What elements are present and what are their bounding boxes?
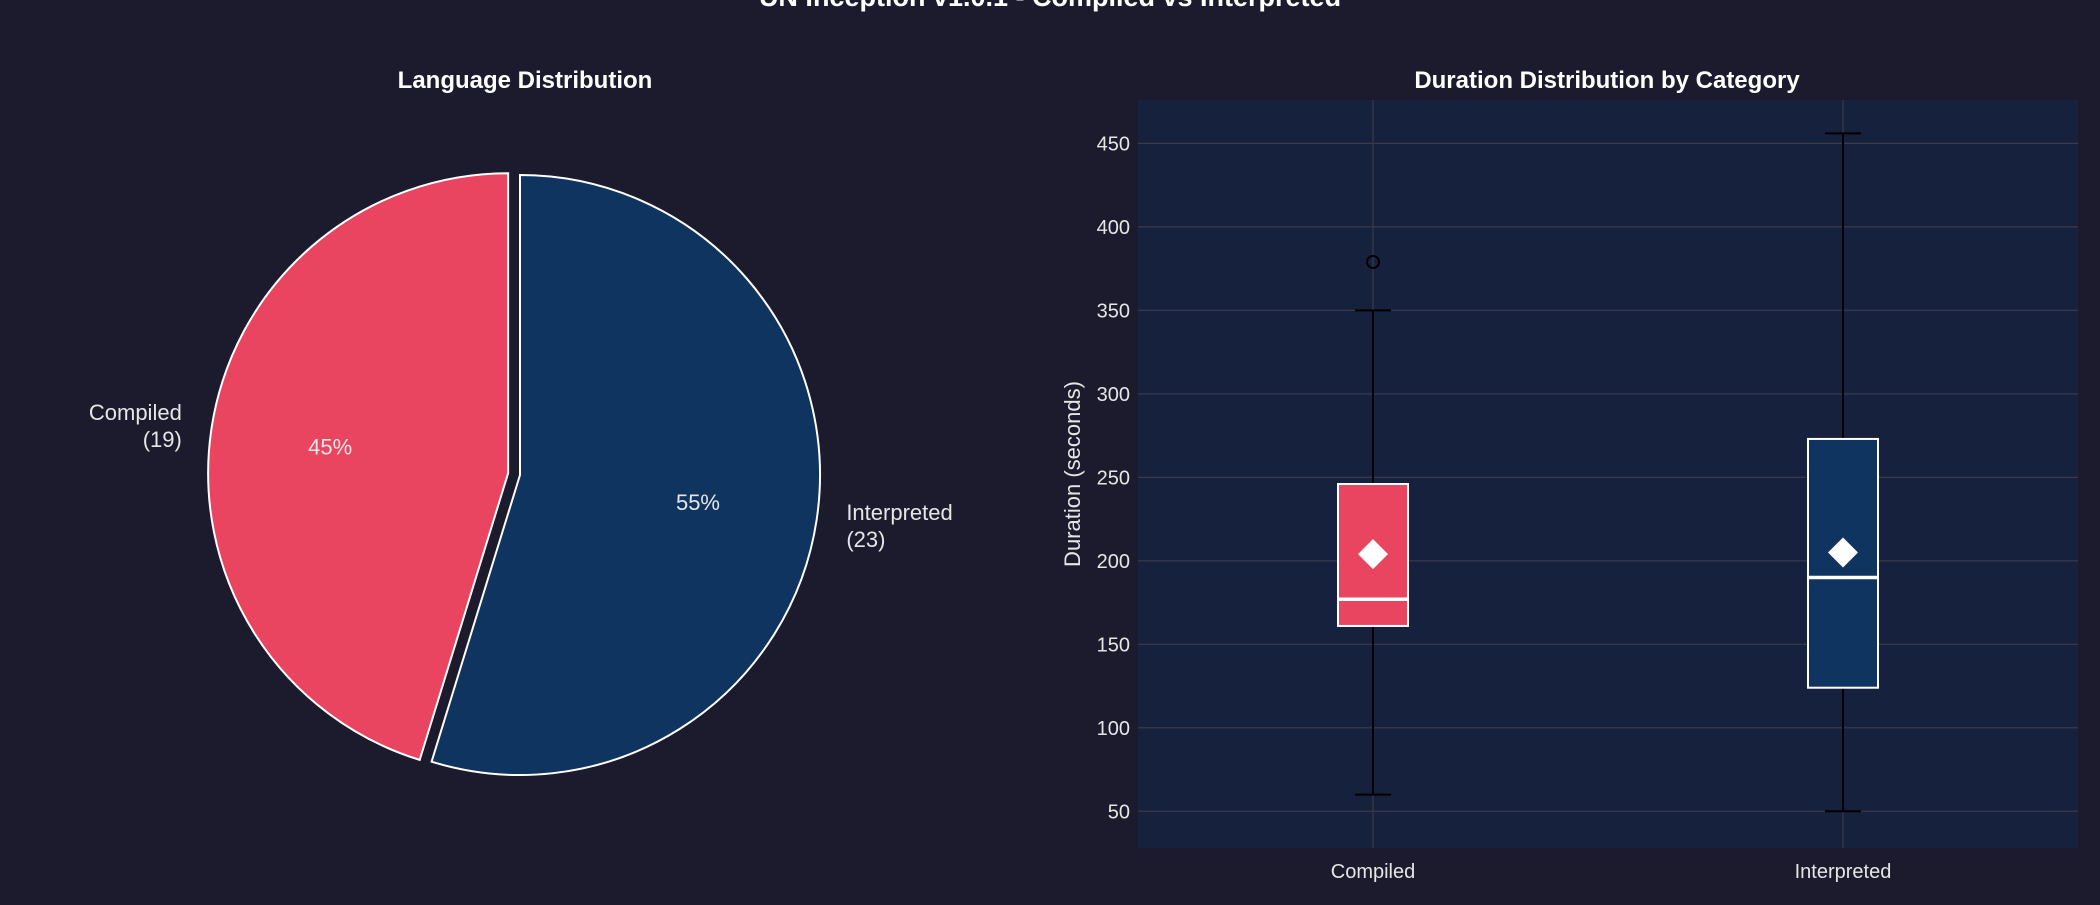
y-axis-ticks: 50 100 150 200 250 300 350 400 450: [1097, 133, 1130, 823]
pie-outer-label-interpreted: Interpreted: [846, 500, 952, 525]
y-tick-label: 300: [1097, 384, 1130, 406]
pie-pct-label-compiled: 45%: [308, 434, 352, 459]
y-tick-label: 400: [1097, 217, 1130, 239]
pie-pct-label-interpreted: 55%: [676, 490, 720, 515]
pie-slices: [207, 172, 821, 776]
figure-suptitle: UN Inception v1.0.1 - Compiled vs Interp…: [759, 0, 1341, 12]
mean-marker: [1358, 539, 1388, 570]
y-tick-label: 50: [1108, 801, 1130, 823]
pie-outer-label-compiled: Compiled: [89, 400, 182, 425]
pie-count-label-compiled: (19): [143, 427, 182, 452]
y-tick-label: 450: [1097, 133, 1130, 155]
box-plot-area: [1138, 100, 2078, 848]
x-tick-label-interpreted: Interpreted: [1795, 861, 1892, 883]
box-chart: Duration Distribution by Category 50 100 1…: [1060, 67, 2078, 883]
pie-count-label-interpreted: (23): [846, 527, 885, 552]
box-compiled: [1337, 254, 1409, 796]
pie-slice-interpreted: [430, 173, 821, 776]
y-tick-label: 200: [1097, 551, 1130, 573]
y-tick-label: 250: [1097, 467, 1130, 489]
pie-chart-title: Language Distribution: [398, 67, 653, 94]
pie-chart: Language Distribution 45% Compiled(19) 55%…: [89, 67, 953, 776]
y-tick-label: 100: [1097, 718, 1130, 740]
box-series: [1337, 132, 1879, 813]
y-tick-label: 350: [1097, 300, 1130, 322]
mean-marker: [1828, 537, 1858, 568]
x-tick-label-compiled: Compiled: [1331, 861, 1415, 883]
x-axis-ticks: Compiled Interpreted: [1331, 861, 1892, 883]
y-axis-label: Duration (seconds): [1060, 381, 1085, 567]
y-tick-label: 150: [1097, 634, 1130, 656]
outlier-point: [1366, 254, 1380, 269]
pie-labels: 45% Compiled(19) 55% Interpreted(23): [89, 400, 953, 552]
pie-slice-compiled: [207, 172, 510, 762]
box-chart-title: Duration Distribution by Category: [1414, 67, 1800, 94]
box-interpreted: [1807, 132, 1879, 813]
